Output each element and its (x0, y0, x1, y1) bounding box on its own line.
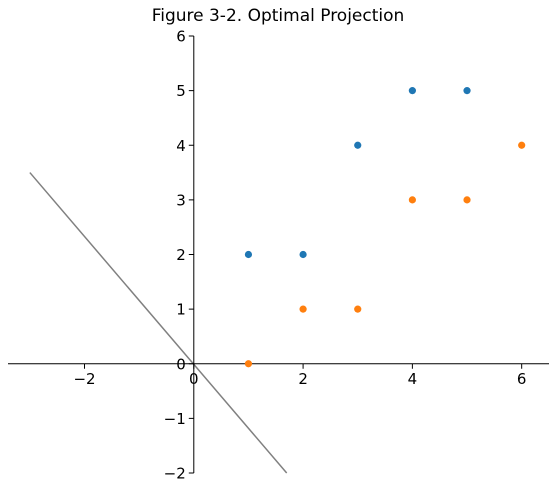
y-tick-label: 2 (176, 246, 186, 264)
x-tick-label: 2 (298, 370, 308, 388)
series-1-point (354, 305, 362, 313)
x-tick-label: 0 (189, 370, 199, 388)
x-tick-label: 6 (517, 370, 527, 388)
series-0-point (354, 141, 362, 149)
x-tick-label: −2 (73, 370, 95, 388)
y-tick-label: 0 (176, 355, 186, 373)
axes: −2 0 2 4 6 −2 −1 0 1 2 3 4 5 6 (8, 28, 549, 483)
series-0-point (299, 250, 307, 259)
y-tick-label: 5 (176, 82, 186, 100)
series-0-point (463, 87, 471, 95)
data-points (244, 87, 526, 368)
projection-lines (29, 172, 288, 474)
y-tick-label: 1 (176, 301, 186, 319)
projection-line-0 (29, 172, 288, 474)
series-0-point (408, 87, 416, 95)
chart-title: Figure 3-2. Optimal Projection (152, 6, 405, 26)
series-1-point (299, 305, 307, 313)
series-0-point (244, 250, 253, 259)
series-1-point (518, 141, 526, 149)
y-tick-label: −2 (164, 465, 186, 483)
series-1-point (463, 196, 471, 204)
series-1-point (408, 196, 416, 204)
y-tick-label: 3 (176, 191, 186, 209)
y-tick-label: 6 (176, 28, 186, 46)
x-tick-label: 4 (408, 370, 418, 388)
series-1-point (244, 360, 253, 368)
y-tick-label: 4 (176, 137, 186, 155)
y-tick-label: −1 (164, 410, 186, 428)
